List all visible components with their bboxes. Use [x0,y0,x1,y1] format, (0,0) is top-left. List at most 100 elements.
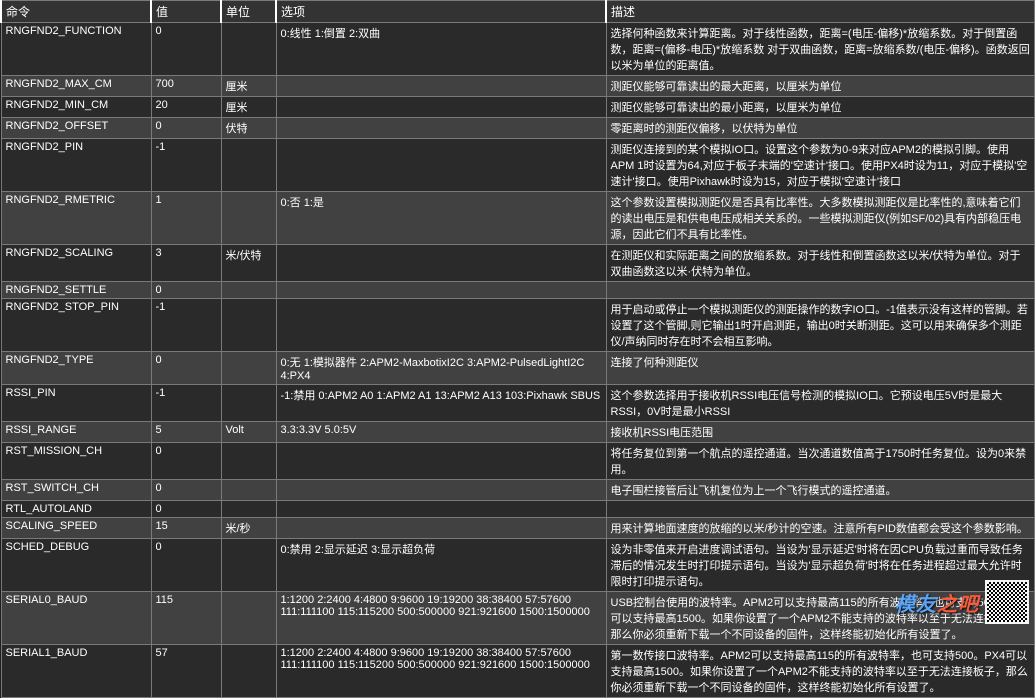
cell-val[interactable]: 57 [151,645,221,698]
col-header-desc[interactable]: 描述 [606,1,1035,23]
cell-val[interactable]: 0 [151,539,221,592]
table-row[interactable]: RNGFND2_PIN-1 测距仪连接到的某个模拟IO口。设置这个参数为0-9来对… [1,139,1035,192]
cell-unit: Volt [221,422,276,443]
cell-cmd: RNGFND2_FUNCTION [1,23,151,76]
cell-desc: 在测距仪和实际距离之间的放缩系数。对于线性和倒置函数这以米/伏特为单位。对于双曲… [606,245,1035,282]
cell-val[interactable]: -1 [151,299,221,352]
cell-opt: 3.3:3.3V 5.0:5V [276,422,606,443]
watermark: 模友之吧 [895,580,1029,624]
qr-code-icon [985,580,1029,624]
col-header-cmd[interactable]: 命令 [1,1,151,23]
cell-val[interactable]: 1 [151,192,221,245]
cell-cmd: RTL_AUTOLAND [1,501,151,518]
cell-opt [276,480,606,501]
cell-val[interactable]: 20 [151,97,221,118]
cell-unit [221,352,276,385]
cell-desc [606,501,1035,518]
cell-cmd: RNGFND2_TYPE [1,352,151,385]
table-row[interactable]: SERIAL0_BAUD1151:1200 2:2400 4:4800 9:96… [1,592,1035,645]
cell-opt [276,299,606,352]
cell-unit: 米/伏特 [221,245,276,282]
table-row[interactable]: RNGFND2_FUNCTION00:线性 1:倒置 2:双曲选择何种函数来计算… [1,23,1035,76]
table-row[interactable]: RNGFND2_OFFSET0伏特零距离时的测距仪偏移，以伏特为单位 [1,118,1035,139]
cell-desc: 电子围栏接管后让飞机复位为上一个飞行模式的遥控通道。 [606,480,1035,501]
cell-unit [221,23,276,76]
cell-desc: 测距仪连接到的某个模拟IO口。设置这个参数为0-9来对应APM2的模拟引脚。使用… [606,139,1035,192]
cell-cmd: RNGFND2_MIN_CM [1,97,151,118]
table-row[interactable]: SCALING_SPEED15米/秒用来计算地面速度的放缩的以米/秒计的空速。注… [1,518,1035,539]
cell-unit [221,139,276,192]
cell-val[interactable]: -1 [151,139,221,192]
cell-val[interactable]: 0 [151,352,221,385]
cell-unit: 厘米 [221,97,276,118]
cell-unit [221,282,276,299]
cell-val[interactable]: -1 [151,385,221,422]
col-header-opt[interactable]: 选项 [276,1,606,23]
table-row[interactable]: RNGFND2_RMETRIC10:否 1:是这个参数设置模拟测距仪是否具有比率… [1,192,1035,245]
table-row[interactable]: RNGFND2_MIN_CM20厘米测距仪能够可靠读出的最小距离，以厘米为单位 [1,97,1035,118]
cell-cmd: SCALING_SPEED [1,518,151,539]
watermark-main: 模友 [895,594,937,616]
table-row[interactable]: RSSI_PIN-1 -1:禁用 0:APM2 A0 1:APM2 A1 13:A… [1,385,1035,422]
cell-opt [276,97,606,118]
cell-val[interactable]: 5 [151,422,221,443]
table-row[interactable]: RNGFND2_SETTLE0 [1,282,1035,299]
cell-val[interactable]: 0 [151,282,221,299]
cell-desc: 测距仪能够可靠读出的最大距离，以厘米为单位 [606,76,1035,97]
table-row[interactable]: RNGFND2_SCALING3米/伏特 在测距仪和实际距离之间的放缩系数。对于线… [1,245,1035,282]
cell-desc: 连接了何种测距仪 [606,352,1035,385]
cell-desc: 将任务复位到第一个航点的遥控通道。当次通道数值高于1750时任务复位。设为0来禁… [606,443,1035,480]
cell-unit: 厘米 [221,76,276,97]
cell-val[interactable]: 700 [151,76,221,97]
cell-val[interactable]: 3 [151,245,221,282]
cell-val[interactable]: 0 [151,501,221,518]
cell-unit [221,539,276,592]
cell-opt: 1:1200 2:2400 4:4800 9:9600 19:19200 38:… [276,592,606,645]
table-row[interactable]: SERIAL1_BAUD571:1200 2:2400 4:4800 9:960… [1,645,1035,698]
cell-val[interactable]: 15 [151,518,221,539]
table-row[interactable]: RST_SWITCH_CH0 电子围栏接管后让飞机复位为上一个飞行模式的遥控通道。 [1,480,1035,501]
cell-val[interactable]: 0 [151,480,221,501]
cell-desc: 接收机RSSI电压范围 [606,422,1035,443]
cell-val[interactable]: 0 [151,118,221,139]
cell-cmd: RST_MISSION_CH [1,443,151,480]
cell-opt [276,443,606,480]
cell-unit: 米/秒 [221,518,276,539]
cell-cmd: RNGFND2_STOP_PIN [1,299,151,352]
cell-val[interactable]: 115 [151,592,221,645]
col-header-val[interactable]: 值 [151,1,221,23]
table-row[interactable]: RSSI_RANGE5Volt3.3:3.3V 5.0:5V接收机RSSI电压范… [1,422,1035,443]
cell-desc: 第一数传接口波特率。APM2可以支持最高115的所有波特率，也可支持500。PX… [606,645,1035,698]
col-header-unit[interactable]: 单位 [221,1,276,23]
table-row[interactable]: RTL_AUTOLAND0 [1,501,1035,518]
watermark-text: 模友之吧 [895,588,979,617]
cell-cmd: RNGFND2_MAX_CM [1,76,151,97]
cell-cmd: RNGFND2_SETTLE [1,282,151,299]
cell-opt [276,118,606,139]
table-header-row: 命令 值 单位 选项 描述 [1,1,1035,23]
table-row[interactable]: SCHED_DEBUG00:禁用 2:显示延迟 3:显示超负荷设为非零值来开启进… [1,539,1035,592]
cell-desc: 用于启动或停止一个模拟测距仪的测距操作的数字IO口。-1值表示没有这样的管脚。若… [606,299,1035,352]
cell-unit [221,501,276,518]
cell-cmd: RNGFND2_PIN [1,139,151,192]
cell-opt: 0:无 1:模拟器件 2:APM2-MaxbotixI2C 3:APM2-Pul… [276,352,606,385]
cell-unit [221,645,276,698]
cell-val[interactable]: 0 [151,443,221,480]
cell-opt [276,139,606,192]
table-row[interactable]: RST_MISSION_CH0 将任务复位到第一个航点的遥控通道。当次通道数值高于… [1,443,1035,480]
cell-cmd: RNGFND2_SCALING [1,245,151,282]
table-row[interactable]: RNGFND2_MAX_CM700厘米 测距仪能够可靠读出的最大距离，以厘米为单位 [1,76,1035,97]
cell-cmd: RST_SWITCH_CH [1,480,151,501]
cell-opt: 0:否 1:是 [276,192,606,245]
cell-unit [221,592,276,645]
cell-opt: -1:禁用 0:APM2 A0 1:APM2 A1 13:APM2 A13 10… [276,385,606,422]
cell-opt: 1:1200 2:2400 4:4800 9:9600 19:19200 38:… [276,645,606,698]
cell-desc: 这个参数选择用于接收机RSSI电压信号检测的模拟IO口。它预设电压5V时是最大R… [606,385,1035,422]
parameter-table: 命令 值 单位 选项 描述 RNGFND2_FUNCTION00:线性 1:倒置… [0,0,1035,698]
cell-cmd: RSSI_PIN [1,385,151,422]
table-row[interactable]: RNGFND2_TYPE0 0:无 1:模拟器件 2:APM2-MaxbotixI… [1,352,1035,385]
cell-opt [276,282,606,299]
table-row[interactable]: RNGFND2_STOP_PIN-1 用于启动或停止一个模拟测距仪的测距操作的数字… [1,299,1035,352]
cell-val[interactable]: 0 [151,23,221,76]
watermark-accent: 之吧 [937,594,979,616]
